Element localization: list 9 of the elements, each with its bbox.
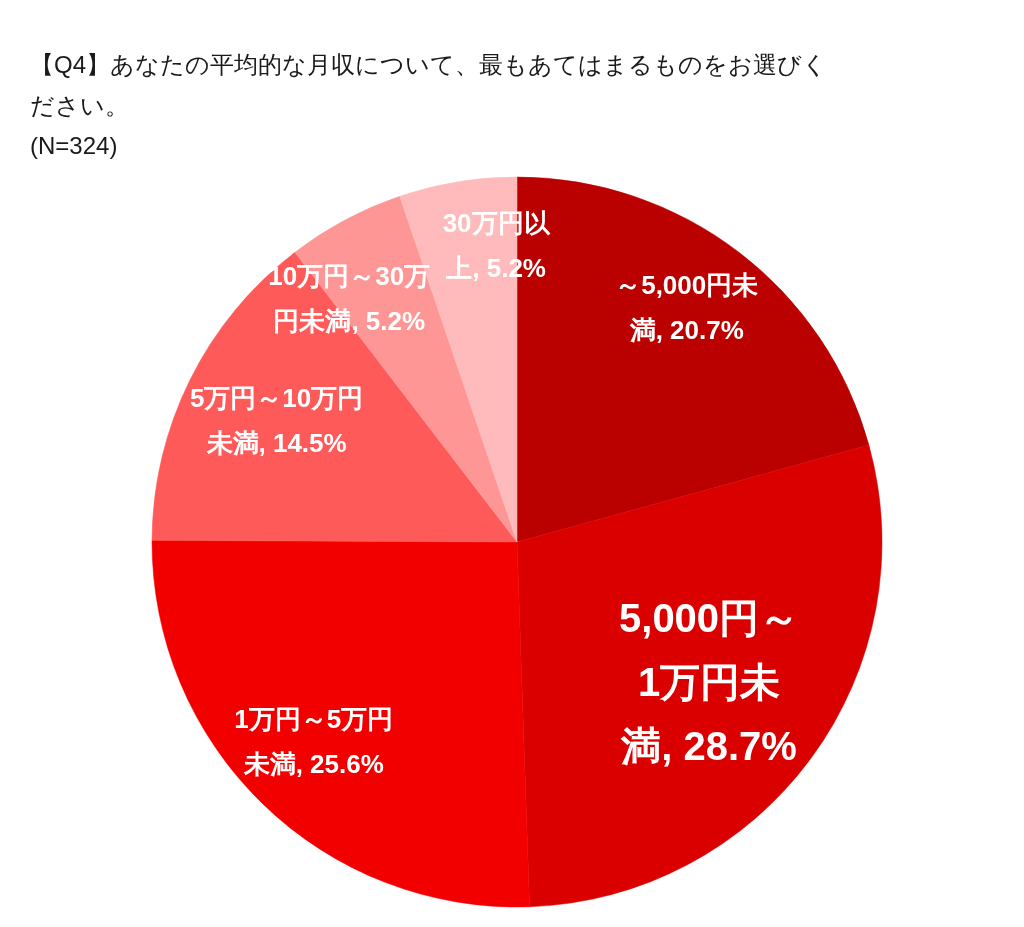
slice-label: 1万円～5万円未満, 25.6% bbox=[234, 703, 394, 779]
slice-label: 5万円～10万円未満, 14.5% bbox=[189, 382, 364, 458]
pie-slice bbox=[151, 540, 530, 908]
chart-subtitle: (N=324) bbox=[30, 131, 118, 161]
chart-title: 【Q4】あなたの平均的な月収について、最もあてはまるものをお選びください。 bbox=[30, 50, 828, 121]
slice-label: 5,000円～1万円未満, 28.7% bbox=[619, 595, 800, 768]
slice-label: 10万円～30万円未満, 5.2% bbox=[268, 261, 431, 337]
slice-label: ～5,000円未満, 20.7% bbox=[615, 270, 759, 346]
pie-slice bbox=[516, 444, 883, 908]
